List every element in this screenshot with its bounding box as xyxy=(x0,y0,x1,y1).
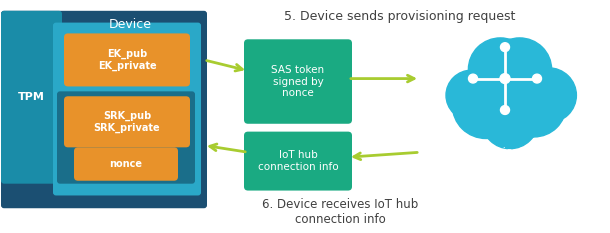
Text: 5. Device sends provisioning request: 5. Device sends provisioning request xyxy=(284,10,515,23)
Circle shape xyxy=(466,48,554,135)
FancyBboxPatch shape xyxy=(244,39,352,124)
FancyBboxPatch shape xyxy=(64,96,190,147)
Text: Device: Device xyxy=(109,18,151,31)
Text: Device Provisioning Service: Device Provisioning Service xyxy=(428,147,582,157)
Text: 6. Device receives IoT hub
connection info: 6. Device receives IoT hub connection in… xyxy=(262,199,418,226)
FancyBboxPatch shape xyxy=(57,91,195,184)
Circle shape xyxy=(446,70,497,120)
Circle shape xyxy=(500,74,510,83)
Text: SAS token
signed by
nonce: SAS token signed by nonce xyxy=(271,65,325,98)
Circle shape xyxy=(520,68,576,123)
Circle shape xyxy=(502,74,566,137)
Circle shape xyxy=(482,94,538,149)
Text: IoT hub
connection info: IoT hub connection info xyxy=(257,150,339,172)
Text: EK_pub
EK_private: EK_pub EK_private xyxy=(98,49,156,71)
Circle shape xyxy=(468,74,478,83)
FancyBboxPatch shape xyxy=(1,11,207,208)
Circle shape xyxy=(472,69,548,145)
Circle shape xyxy=(500,106,509,114)
Circle shape xyxy=(453,72,520,138)
Text: SRK_pub
SRK_private: SRK_pub SRK_private xyxy=(94,111,160,133)
Circle shape xyxy=(468,38,533,101)
Circle shape xyxy=(500,43,509,51)
Circle shape xyxy=(533,74,542,83)
Circle shape xyxy=(487,38,551,101)
FancyBboxPatch shape xyxy=(53,23,201,195)
FancyBboxPatch shape xyxy=(74,147,178,181)
FancyBboxPatch shape xyxy=(64,33,190,86)
Text: TPM: TPM xyxy=(18,92,45,102)
Text: nonce: nonce xyxy=(110,159,143,169)
FancyBboxPatch shape xyxy=(244,132,352,191)
FancyBboxPatch shape xyxy=(1,11,62,184)
